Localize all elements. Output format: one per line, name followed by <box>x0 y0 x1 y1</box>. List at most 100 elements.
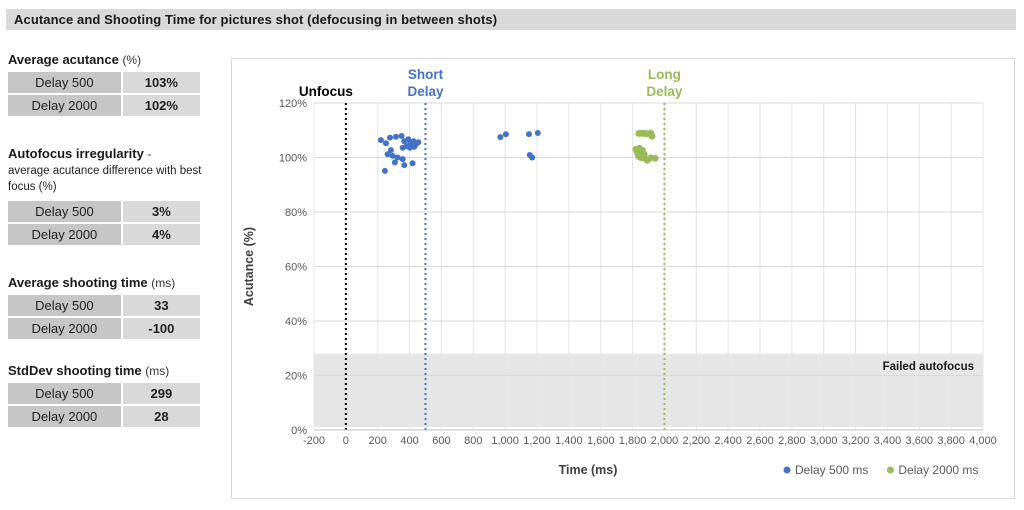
x-tick-label: 2,000 <box>651 435 679 447</box>
stat-row-label[interactable]: Delay 2000 <box>8 406 121 428</box>
x-tick-label: 1,800 <box>619 435 647 447</box>
x-tick-label: 1,200 <box>523 435 551 447</box>
stat-row-label[interactable]: Delay 500 <box>8 383 121 405</box>
data-point <box>381 167 388 174</box>
table-row: Delay 500 3% <box>8 201 200 223</box>
data-point <box>384 151 391 158</box>
stat-heading-unit: (ms) <box>151 276 176 291</box>
stat-heading-unit: (%) <box>122 53 142 67</box>
table-row: Delay 500 33 <box>8 295 200 317</box>
stat-row-label[interactable]: Delay 500 <box>8 72 121 93</box>
x-tick-label: 2,600 <box>746 435 774 447</box>
data-point <box>409 160 416 167</box>
x-tick-label: 2,200 <box>683 435 711 447</box>
page-title-bar: Acutance and Shooting Time for pictures … <box>6 9 1016 30</box>
stat-row-value[interactable]: 4% <box>122 224 200 246</box>
data-point <box>399 144 406 151</box>
stat-heading: Average acutance (%) <box>8 52 204 67</box>
short-delay-label: Delay <box>407 84 444 99</box>
data-point <box>389 152 396 159</box>
stat-row-label[interactable]: Delay 500 <box>8 295 121 317</box>
table-row: Delay 2000 -100 <box>8 318 200 340</box>
data-point <box>502 131 509 138</box>
stat-row-label[interactable]: Delay 2000 <box>8 318 121 340</box>
x-tick-label: 400 <box>400 435 418 447</box>
x-tick-label: -200 <box>303 435 325 447</box>
data-point <box>387 134 393 141</box>
table-row: Delay 2000 28 <box>8 406 200 428</box>
stat-subtitle: average acutance difference with best fo… <box>8 165 202 193</box>
data-point <box>383 140 389 147</box>
x-tick-label: 1,000 <box>491 435 519 447</box>
stat-heading: Autofocus irregularity - <box>8 146 204 161</box>
legend-label[interactable]: Delay 2000 ms <box>898 463 978 477</box>
stat-heading: StdDev shooting time (ms) <box>8 363 204 378</box>
scatter-chart[interactable]: Failed autofocus Unfocus Short Delay Long Del… <box>231 58 1015 499</box>
x-tick-label: 2,800 <box>778 435 806 447</box>
stat-table: Delay 500 103% Delay 2000 102% <box>6 70 202 118</box>
x-tick-label: 0 <box>343 435 349 447</box>
stat-heading-text: Autofocus irregularity <box>8 146 144 161</box>
x-tick-label: 800 <box>464 435 482 447</box>
legend-label[interactable]: Delay 500 ms <box>795 463 868 477</box>
data-point <box>651 154 659 162</box>
stat-row-value[interactable]: 299 <box>122 383 200 405</box>
x-tick-label: 3,600 <box>906 435 934 447</box>
stat-heading: Average shooting time (ms) <box>8 275 204 290</box>
stat-row-value[interactable]: 3% <box>122 201 200 223</box>
x-tick-label: 1,600 <box>587 435 615 447</box>
stats-sidebar: Average acutance (%) Delay 500 103% Dela… <box>8 52 204 457</box>
stat-table: Delay 500 299 Delay 2000 28 <box>6 381 202 429</box>
y-tick-label: 100% <box>279 153 307 165</box>
stat-heading-text: Average shooting time <box>8 275 148 291</box>
data-point <box>398 133 405 139</box>
data-point <box>393 133 399 140</box>
x-tick-label: 1,400 <box>555 435 583 447</box>
short-delay-label: Short <box>408 67 444 82</box>
data-point <box>648 132 656 140</box>
data-point <box>526 131 532 138</box>
stat-row-label[interactable]: Delay 2000 <box>8 95 121 116</box>
table-row: Delay 500 299 <box>8 383 200 405</box>
failed-autofocus-label: Failed autofocus <box>883 361 974 373</box>
data-point <box>391 159 398 166</box>
stat-group-average-acutance: Average acutance (%) Delay 500 103% Dela… <box>8 52 204 118</box>
data-point <box>401 162 408 169</box>
table-row: Delay 2000 102% <box>8 95 200 116</box>
stat-table: Delay 500 3% Delay 2000 4% <box>6 199 202 247</box>
chart-canvas[interactable]: Failed autofocus Unfocus Short Delay Long Del… <box>232 59 1014 498</box>
stat-group-autofocus-irregularity: Autofocus irregularity - average acutanc… <box>8 146 204 247</box>
stat-group-stddev-shooting-time: StdDev shooting time (ms) Delay 500 299 … <box>8 363 204 429</box>
data-point <box>497 134 504 141</box>
x-tick-label: 600 <box>432 435 450 447</box>
stat-table: Delay 500 33 Delay 2000 -100 <box>6 293 202 341</box>
legend-marker[interactable] <box>783 466 791 474</box>
x-tick-label: 3,000 <box>810 435 838 447</box>
legend-marker[interactable] <box>886 466 894 474</box>
stat-row-value[interactable]: -100 <box>122 318 200 340</box>
data-point <box>394 154 401 161</box>
stat-row-label[interactable]: Delay 2000 <box>8 224 121 246</box>
stat-row-value[interactable]: 33 <box>122 295 200 317</box>
data-point <box>387 147 394 154</box>
data-point <box>534 130 541 136</box>
y-tick-label: 20% <box>285 371 307 383</box>
y-tick-label: 40% <box>285 316 307 328</box>
y-tick-label: 120% <box>279 98 307 110</box>
stat-heading-text: StdDev shooting time <box>8 363 142 379</box>
stat-row-value[interactable]: 28 <box>122 406 200 428</box>
page-title: Acutance and Shooting Time for pictures … <box>14 12 498 27</box>
stat-heading-unit: - <box>147 147 152 161</box>
stat-row-value[interactable]: 102% <box>122 95 200 116</box>
data-point <box>415 139 422 146</box>
x-tick-label: 4,000 <box>969 435 997 447</box>
data-point <box>377 137 384 144</box>
stat-row-label[interactable]: Delay 500 <box>8 201 121 223</box>
x-tick-label: 200 <box>369 435 387 447</box>
x-tick-label: 3,800 <box>937 435 965 447</box>
data-point <box>529 154 536 161</box>
stat-group-average-shooting-time: Average shooting time (ms) Delay 500 33 … <box>8 275 204 341</box>
unfocus-label: Unfocus <box>299 84 353 99</box>
stat-row-value[interactable]: 103% <box>122 72 200 93</box>
long-delay-label: Long <box>648 67 681 82</box>
